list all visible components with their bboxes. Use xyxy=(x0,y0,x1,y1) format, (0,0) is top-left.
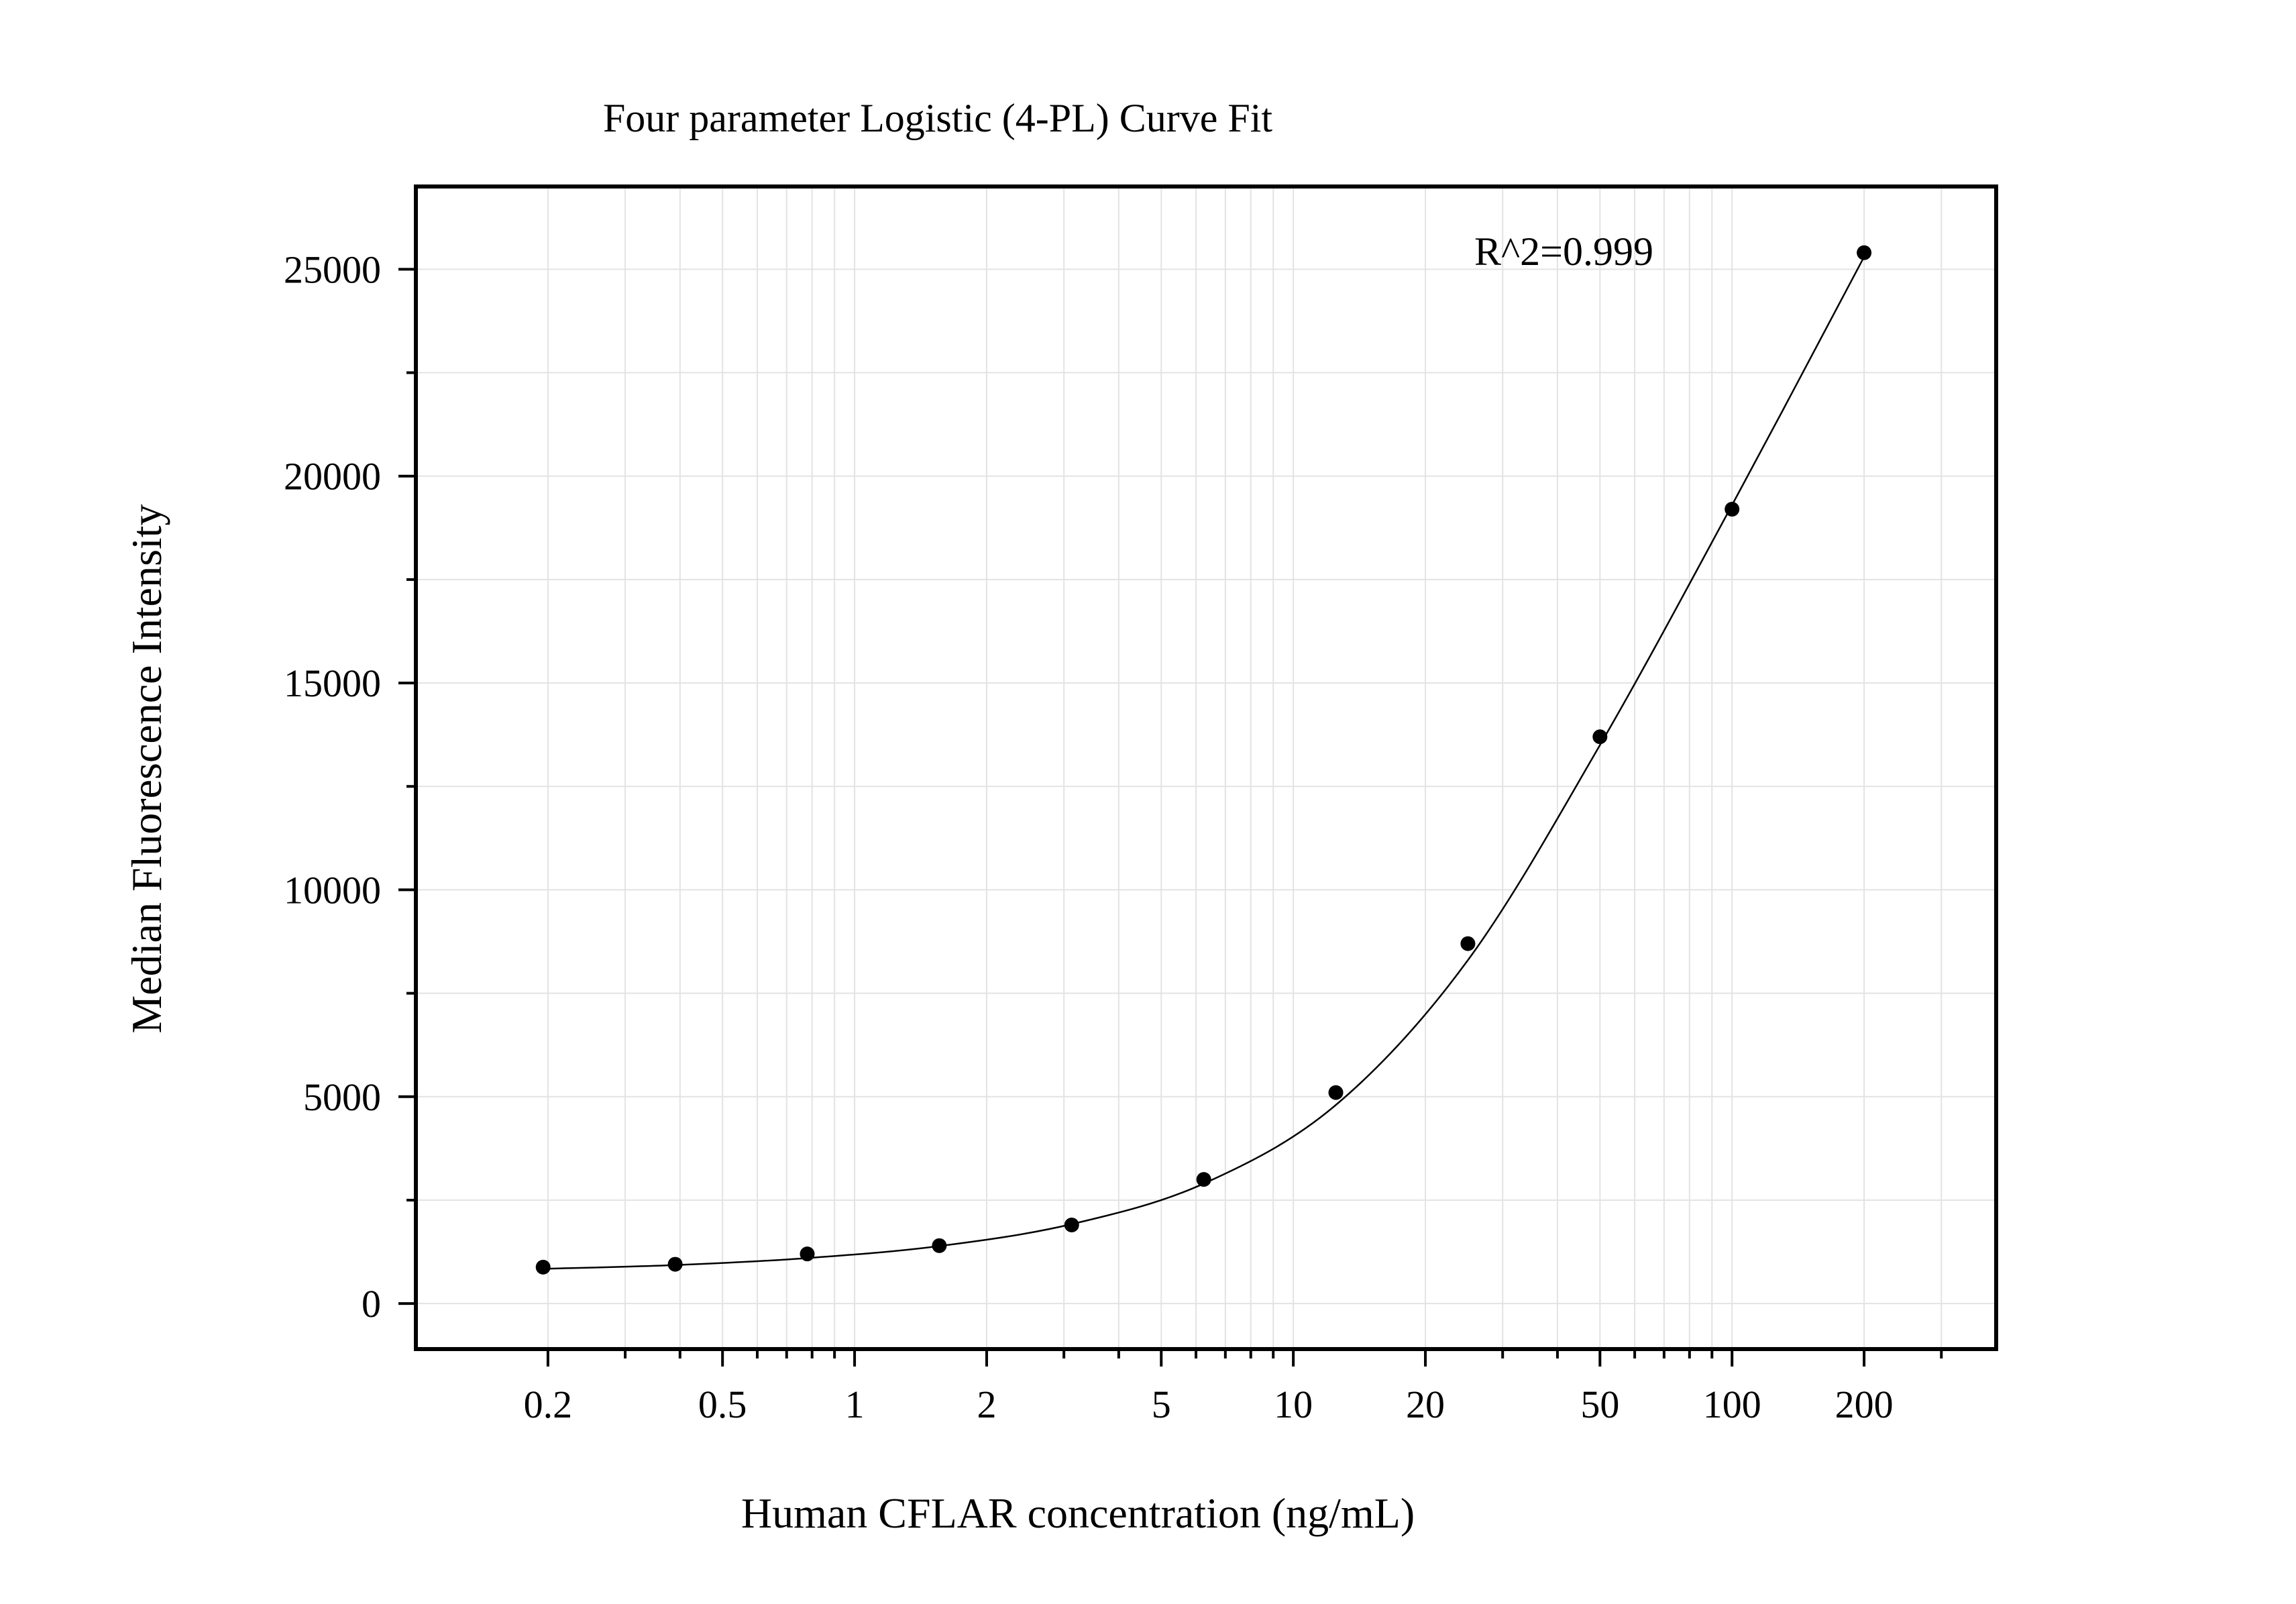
plot-frame xyxy=(414,184,1998,1351)
chart-title: Four parameter Logistic (4-PL) Curve Fit xyxy=(603,96,1272,140)
x-axis-label: Human CFLAR concentration (ng/mL) xyxy=(741,1489,1415,1537)
data-point xyxy=(800,1246,815,1262)
x-tick-label: 100 xyxy=(1703,1383,1761,1426)
y-tick-labels: 0 5000 10000 15000 20000 25000 xyxy=(284,248,381,1326)
r-squared-annotation: R^2=0.999 xyxy=(1474,229,1653,274)
data-point xyxy=(932,1238,947,1253)
data-point xyxy=(1196,1172,1211,1187)
y-tick-label: 15000 xyxy=(284,661,381,705)
data-point xyxy=(1725,502,1740,517)
data-point xyxy=(1460,936,1476,951)
data-points xyxy=(535,245,1872,1275)
axis-ticks xyxy=(398,268,1943,1367)
grid xyxy=(416,186,1996,1349)
data-point xyxy=(1064,1217,1079,1232)
y-tick-label: 25000 xyxy=(284,248,381,291)
x-tick-label: 10 xyxy=(1274,1383,1313,1426)
x-tick-label: 20 xyxy=(1406,1383,1445,1426)
x-tick-label: 50 xyxy=(1580,1383,1619,1426)
x-tick-labels: 0.2 0.5 1 2 5 10 20 50 100 200 xyxy=(524,1383,1894,1426)
data-point xyxy=(1328,1085,1344,1100)
y-tick-label: 20000 xyxy=(284,455,381,498)
y-tick-label: 0 xyxy=(362,1282,381,1326)
data-point xyxy=(535,1259,551,1275)
y-tick-label: 10000 xyxy=(284,868,381,912)
x-tick-label: 1 xyxy=(845,1383,865,1426)
data-point xyxy=(667,1257,683,1272)
y-tick-label: 5000 xyxy=(303,1075,381,1119)
fit-curve xyxy=(543,256,1865,1270)
data-point xyxy=(1592,729,1608,745)
x-tick-label: 5 xyxy=(1152,1383,1171,1426)
x-tick-label: 200 xyxy=(1835,1383,1894,1426)
x-tick-label: 2 xyxy=(977,1383,996,1426)
x-tick-label: 0.5 xyxy=(698,1383,747,1426)
data-point xyxy=(1857,245,1872,260)
y-axis-label: Median Fluorescence Intensity xyxy=(123,504,170,1033)
x-tick-label: 0.2 xyxy=(524,1383,573,1426)
